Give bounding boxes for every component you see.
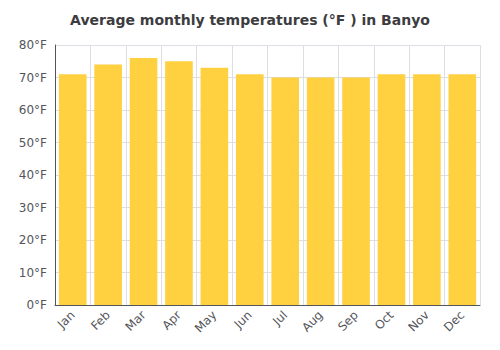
svg-text:May: May (192, 308, 219, 335)
svg-text:80°F: 80°F (19, 38, 47, 52)
svg-text:Sep: Sep (335, 308, 361, 334)
svg-text:60°F: 60°F (19, 103, 47, 117)
svg-text:Oct: Oct (372, 308, 397, 333)
svg-text:Dec: Dec (441, 308, 467, 334)
svg-text:50°F: 50°F (19, 136, 47, 150)
svg-text:Average monthly temperatures (: Average monthly temperatures (°F ) in Ba… (70, 12, 430, 28)
svg-text:30°F: 30°F (19, 201, 47, 215)
svg-text:Apr: Apr (159, 308, 184, 333)
svg-text:70°F: 70°F (19, 71, 47, 85)
svg-text:Jan: Jan (54, 308, 78, 332)
svg-text:Feb: Feb (88, 308, 113, 333)
svg-text:Jun: Jun (231, 308, 255, 332)
svg-text:40°F: 40°F (19, 168, 47, 182)
svg-text:Nov: Nov (405, 308, 431, 334)
svg-text:10°F: 10°F (19, 266, 47, 280)
svg-text:Jul: Jul (269, 308, 290, 329)
svg-text:Aug: Aug (299, 308, 325, 334)
svg-text:20°F: 20°F (19, 233, 47, 247)
svg-text:Mar: Mar (123, 308, 149, 334)
svg-text:0°F: 0°F (26, 298, 47, 312)
